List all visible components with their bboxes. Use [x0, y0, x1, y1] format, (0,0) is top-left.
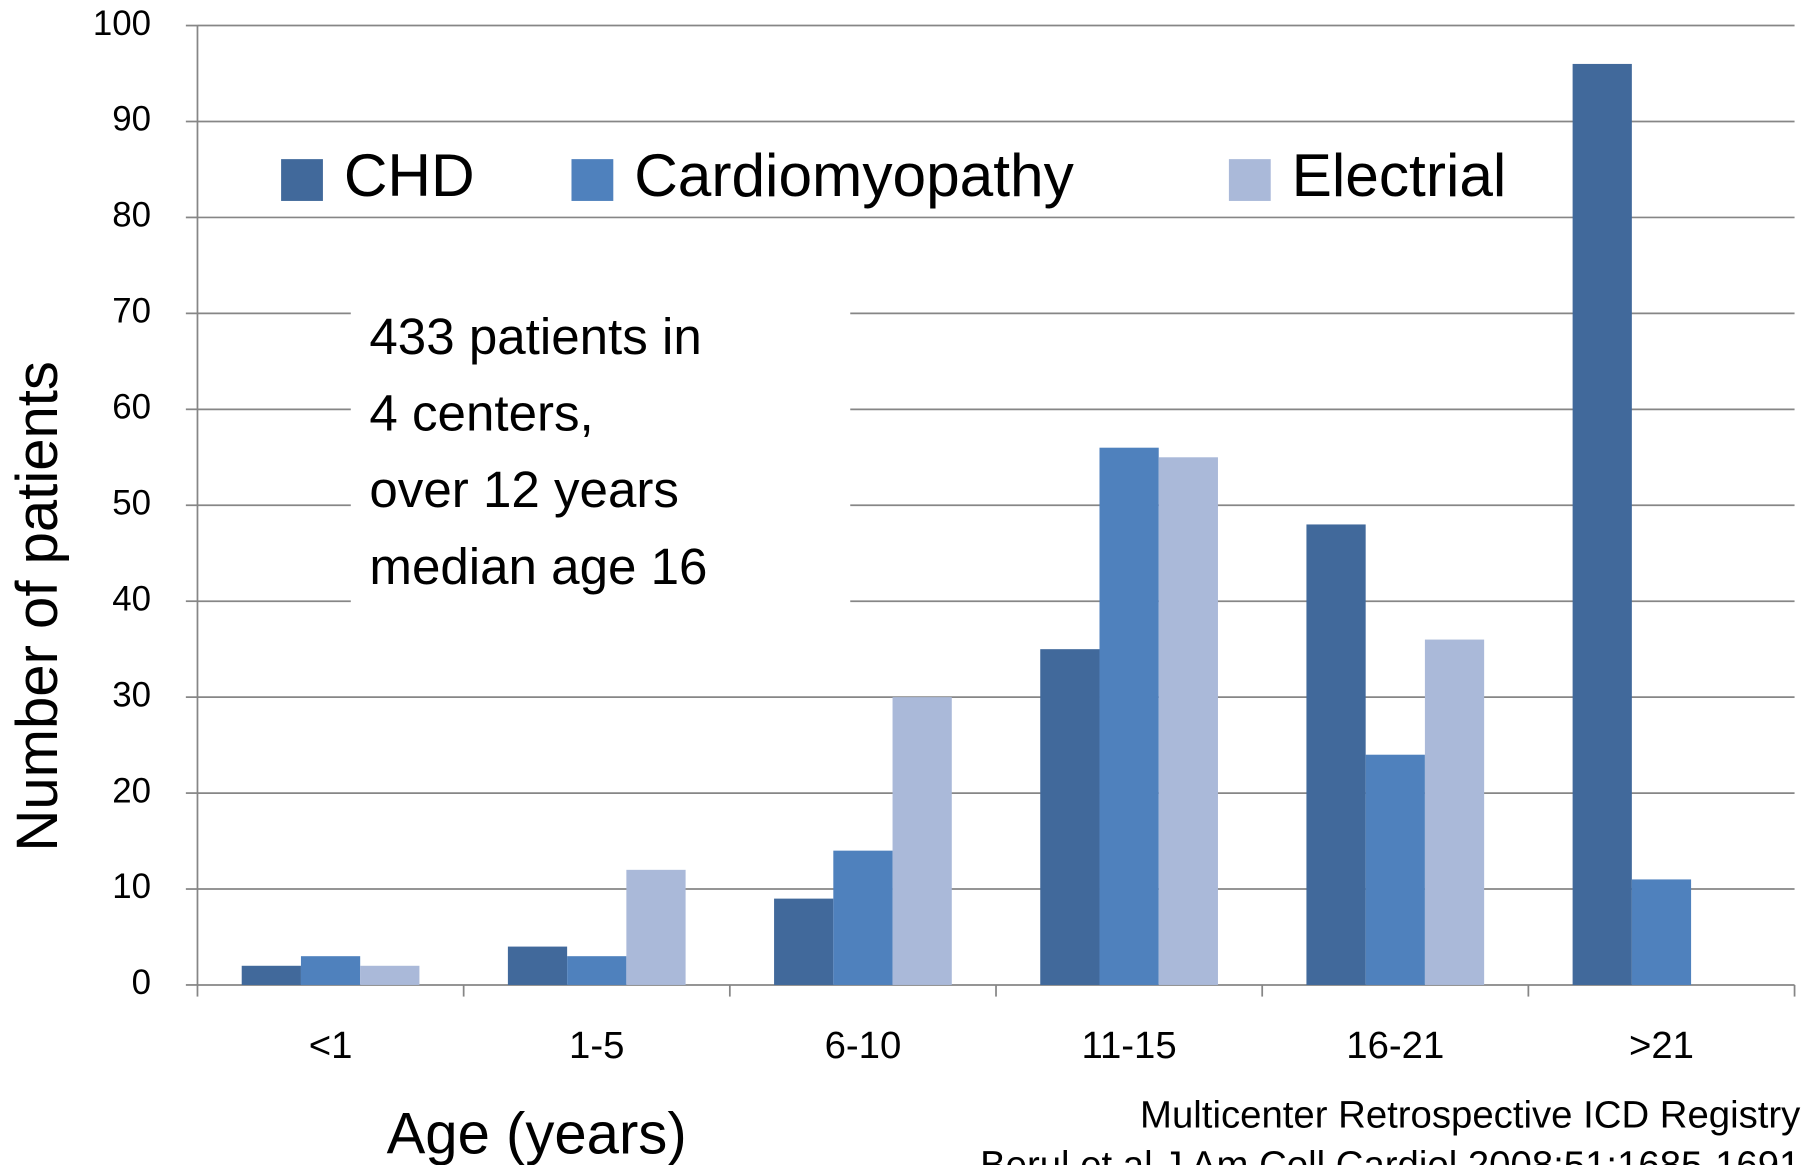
annotation-text: 4 centers,	[369, 384, 593, 441]
bar	[1365, 754, 1425, 985]
source-text: Berul et al J Am Coll Cardiol 2008;51:16…	[980, 1143, 1800, 1165]
y-tick-label: 30	[112, 675, 151, 714]
legend-label: CHD	[344, 141, 475, 209]
bar	[1631, 879, 1692, 985]
x-tick-label: 6-10	[825, 1024, 902, 1067]
y-tick-label: 50	[112, 483, 151, 522]
x-tick-label: <1	[309, 1024, 353, 1067]
annotation-text: median age 16	[369, 538, 707, 595]
y-tick-label: 100	[93, 4, 151, 43]
annotation-box	[350, 304, 851, 604]
bar	[774, 898, 834, 985]
y-tick-label: 40	[112, 579, 151, 618]
x-tick-label: 11-15	[1082, 1024, 1177, 1067]
bar	[833, 850, 893, 985]
bar	[1040, 649, 1100, 985]
bar	[1158, 457, 1218, 985]
bar	[360, 965, 420, 985]
bar	[1099, 447, 1159, 985]
y-tick-label: 20	[112, 771, 151, 810]
y-tick-label: 70	[112, 292, 151, 331]
bar	[567, 956, 627, 985]
bar	[892, 697, 952, 985]
bar	[1424, 639, 1485, 985]
bar	[300, 956, 361, 985]
legend-label: Electrial	[1292, 141, 1507, 209]
y-tick-label: 80	[112, 196, 151, 235]
source-text: Multicenter Retrospective ICD Registry	[1140, 1094, 1801, 1137]
legend-box	[267, 137, 1557, 205]
annotation-text: over 12 years	[369, 461, 679, 518]
x-tick-label: 1-5	[569, 1024, 624, 1067]
y-axis-label: Number of patients	[5, 361, 70, 852]
y-tick-label: 60	[112, 388, 151, 427]
y-tick-label: 10	[112, 867, 151, 906]
legend-swatch	[1228, 159, 1271, 201]
legend-swatch	[281, 159, 323, 201]
x-tick-label: >21	[1629, 1024, 1694, 1067]
y-tick-label: 0	[132, 963, 151, 1002]
y-tick-label: 90	[112, 100, 151, 139]
annotation-text: 433 patients in	[369, 308, 701, 365]
legend-label: Cardiomyopathy	[634, 141, 1074, 209]
legend-swatch	[571, 159, 614, 201]
bar	[1306, 524, 1366, 985]
bar	[507, 946, 568, 985]
bar	[626, 869, 686, 985]
x-axis-label: Age (years)	[387, 1102, 687, 1165]
x-tick-label: 16-21	[1346, 1024, 1444, 1067]
bar	[1572, 63, 1632, 985]
bar	[241, 965, 301, 985]
